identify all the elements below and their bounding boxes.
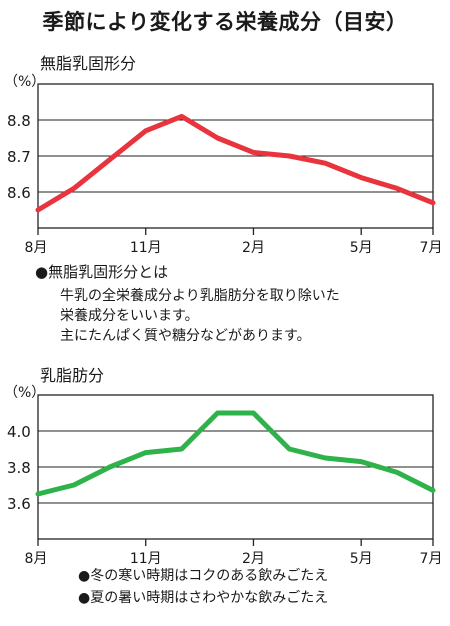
y-tick-label: 3.8 <box>7 459 31 477</box>
data-point <box>251 150 256 155</box>
y-tick-label: 8.8 <box>7 112 31 130</box>
data-point <box>287 153 292 159</box>
y-tick-label: 8.6 <box>7 184 31 202</box>
data-point <box>394 186 400 191</box>
x-tick-label: 5月 <box>350 240 373 256</box>
series-line <box>35 113 436 213</box>
y-tick-label: 8.7 <box>7 148 31 166</box>
data-point <box>287 446 292 452</box>
x-tick-label: 7月 <box>420 551 443 567</box>
data-point <box>358 459 364 464</box>
data-point <box>71 186 77 191</box>
data-point <box>107 464 113 470</box>
x-tick-label: 8月 <box>25 240 48 256</box>
x-tick-label: 2月 <box>242 240 265 256</box>
snf-note-heading: ●無脂乳固形分とは <box>35 263 169 281</box>
data-point <box>251 410 256 416</box>
data-point <box>323 161 328 166</box>
y-tick-label: 3.6 <box>7 495 31 513</box>
data-point <box>323 455 328 461</box>
data-point <box>215 135 220 141</box>
data-point <box>358 175 364 180</box>
plot-frame <box>37 394 434 540</box>
y-unit-label: （%） <box>4 385 45 401</box>
data-point <box>71 482 77 488</box>
chart-title-fat: 乳脂肪分 <box>40 366 105 385</box>
y-unit-label: （%） <box>4 74 45 90</box>
data-point <box>179 114 184 119</box>
series-line <box>35 410 436 497</box>
data-point <box>430 200 436 205</box>
fat-note: ●夏の暑い時期はさわやかな飲みごたえ <box>78 590 329 606</box>
chart-snf: （%） 8.6 8.7 8.8 8月 11月 2月 5月 7月 <box>4 74 443 256</box>
data-point <box>394 470 400 475</box>
chart-title-snf: 無脂乳固形分 <box>40 54 137 73</box>
data-point <box>35 207 41 213</box>
x-tick-label: 5月 <box>350 551 373 567</box>
data-point <box>215 410 220 416</box>
x-tick-label: 8月 <box>25 551 48 567</box>
x-tick-label: 7月 <box>420 240 443 256</box>
data-point <box>179 446 184 452</box>
snf-note-line: 栄養成分をいいます。 <box>60 308 199 324</box>
fat-note: ●冬の寒い時期はコクのある飲みごたえ <box>78 568 329 584</box>
data-point <box>143 128 148 133</box>
x-tick-label: 2月 <box>242 551 265 567</box>
x-tick-label: 11月 <box>130 240 162 256</box>
data-point <box>35 491 41 497</box>
x-tick-label: 11月 <box>130 551 162 567</box>
data-point <box>143 450 148 455</box>
snf-note-line: 牛乳の全栄養成分より乳脂肪分を取り除いた <box>60 288 340 304</box>
plot-frame <box>37 83 434 229</box>
page-title: 季節により変化する栄養成分（目安） <box>42 10 408 34</box>
chart-fat: （%） 3.6 3.8 4.0 8月 11月 2月 5月 7月 <box>4 385 443 567</box>
data-point <box>107 157 113 162</box>
data-point <box>430 488 436 493</box>
snf-note-line: 主にたんぱく質や糖分などがあります。 <box>60 328 311 344</box>
y-tick-label: 4.0 <box>7 423 31 441</box>
